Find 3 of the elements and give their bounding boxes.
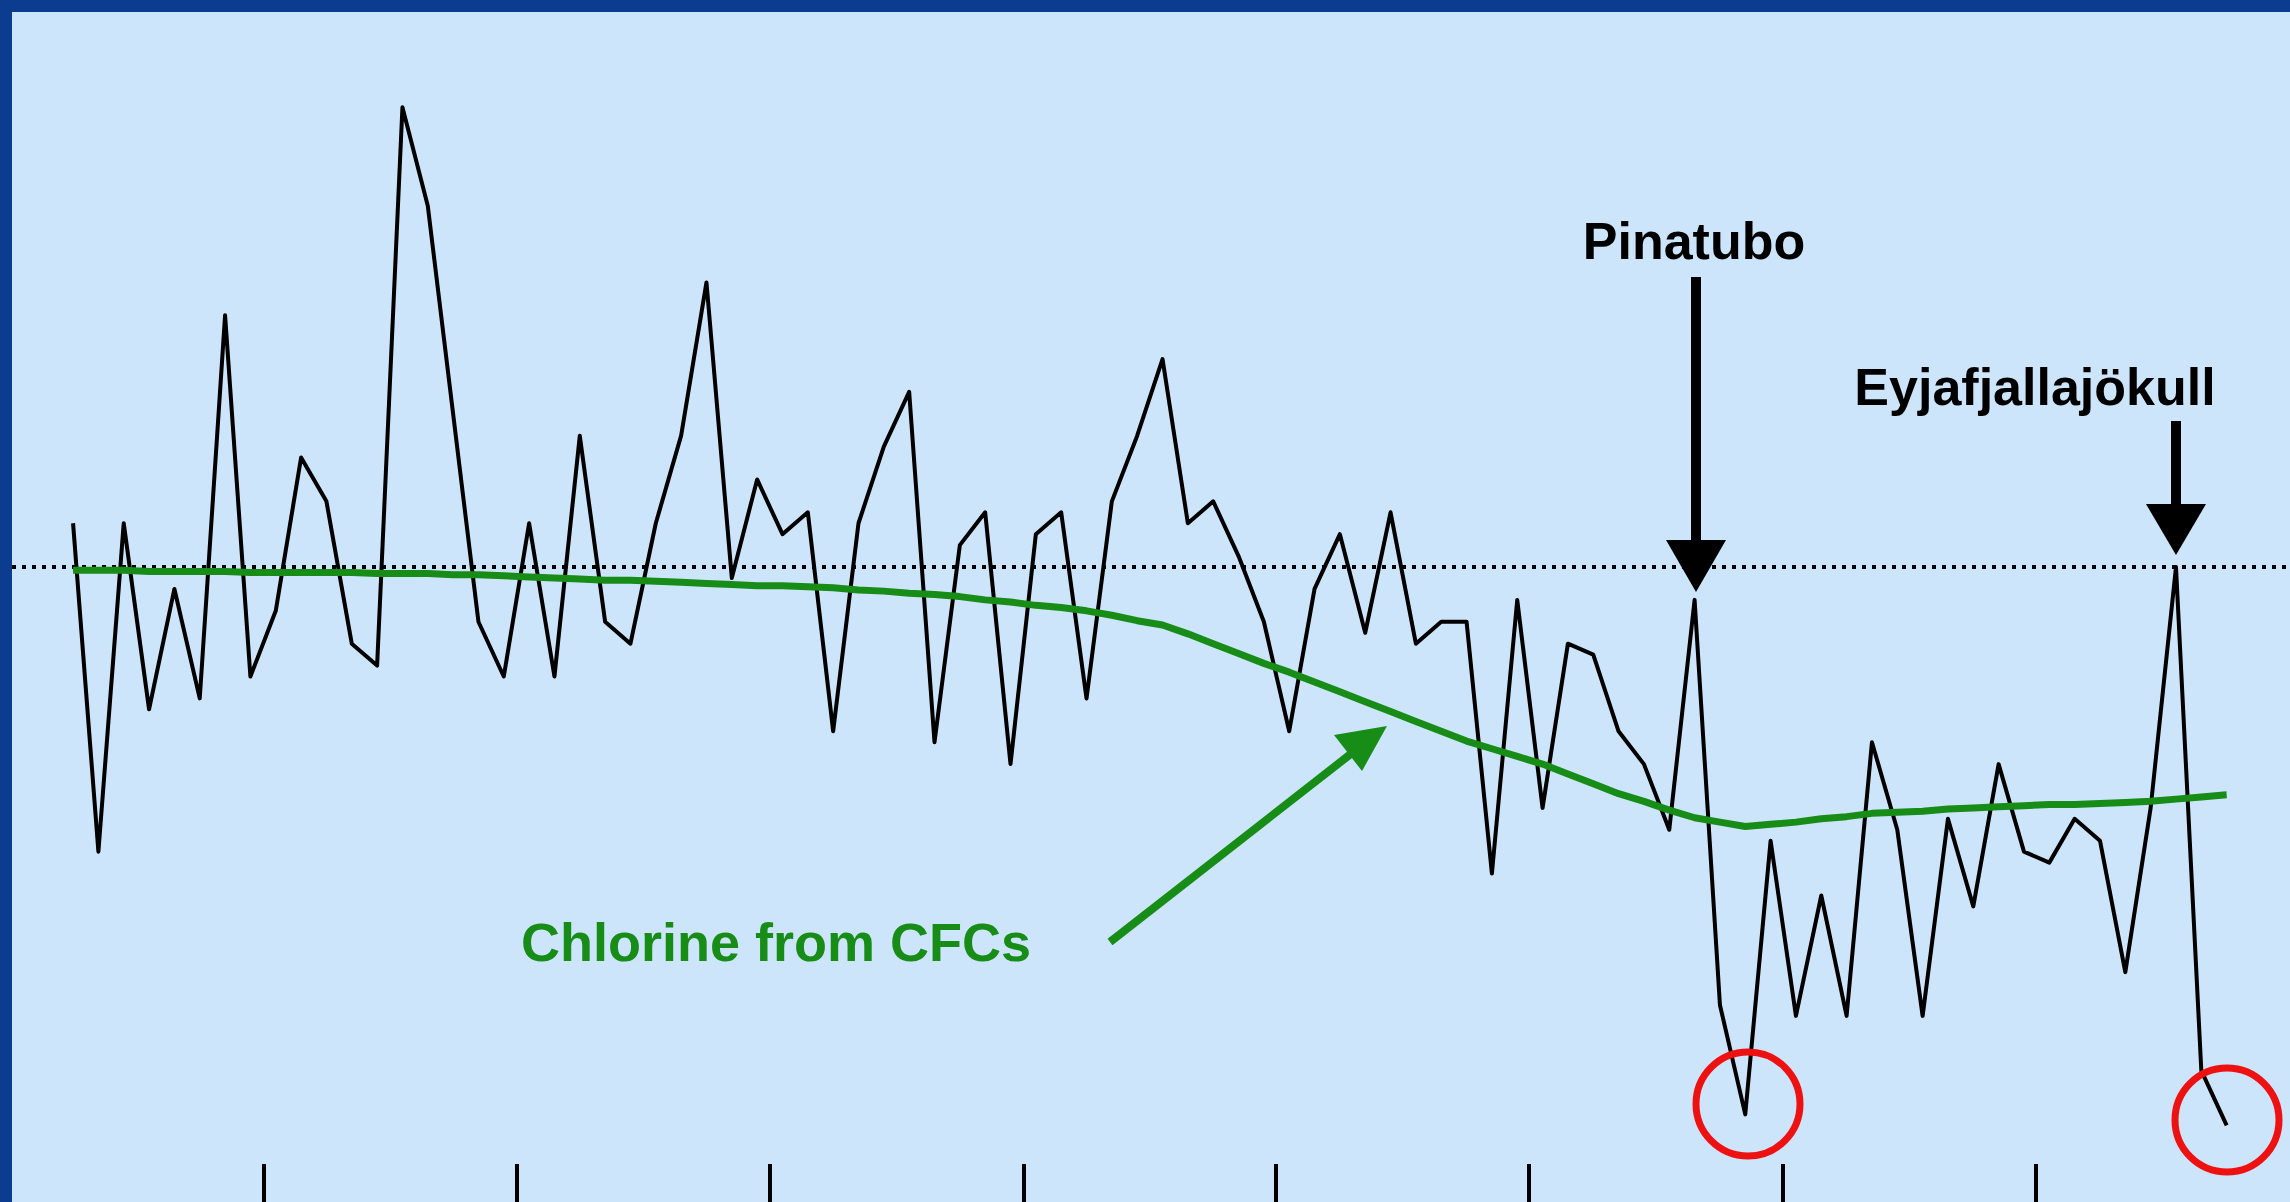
annotation: Eyjafjallajökull	[1854, 357, 2216, 417]
annotation: Pinatubo	[1582, 211, 1806, 271]
annotation: Chlorine from CFCs	[520, 911, 1032, 973]
